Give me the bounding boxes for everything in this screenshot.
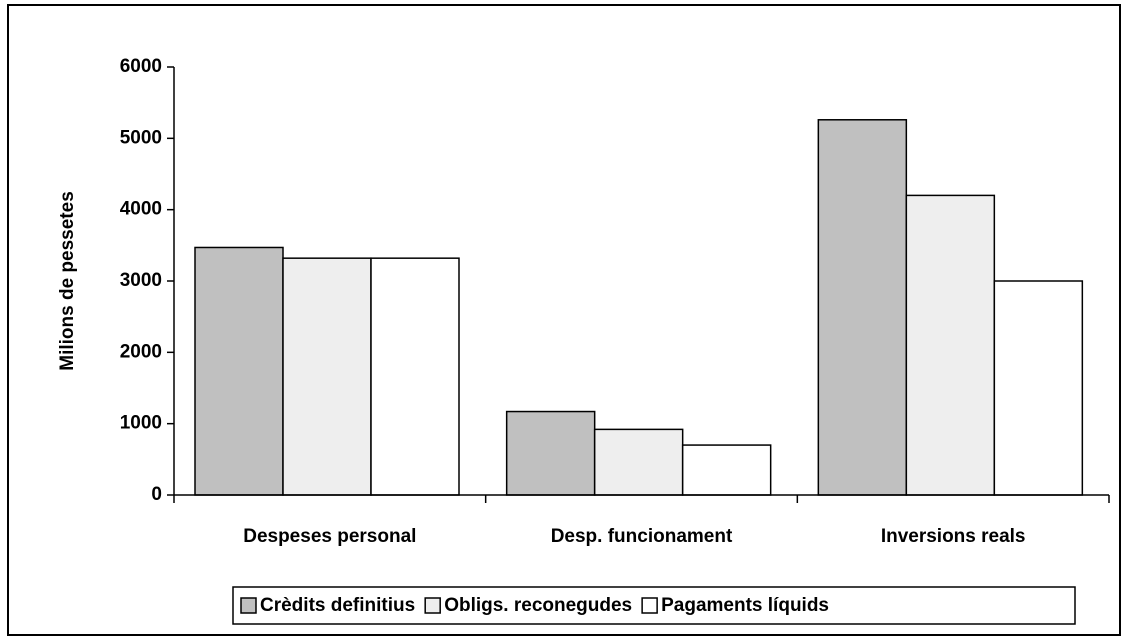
bar — [370, 257, 460, 496]
y-tick-label: 0 — [151, 484, 162, 505]
bar — [505, 410, 596, 496]
y-tick-label: 3000 — [120, 270, 162, 291]
legend-swatch — [240, 597, 257, 614]
y-tick-label: 2000 — [120, 341, 162, 362]
y-tick-label: 5000 — [120, 127, 162, 148]
bar — [905, 194, 996, 496]
bar — [993, 280, 1084, 496]
legend-swatch — [641, 597, 658, 614]
y-tick-label: 1000 — [120, 413, 162, 434]
bar — [681, 444, 772, 496]
y-tick-label: 6000 — [120, 56, 162, 77]
bar — [194, 246, 284, 496]
x-tick-label: Desp. funcionament — [551, 526, 733, 547]
bar — [593, 428, 684, 496]
legend-label: Crèdits definitius — [260, 595, 415, 616]
legend-swatch — [424, 597, 441, 614]
y-tick-label: 4000 — [120, 199, 162, 220]
legend-label: Obligs. reconegudes — [444, 595, 632, 616]
bar — [282, 257, 372, 496]
x-tick-label: Despeses personal — [243, 526, 416, 547]
x-tick-label: Inversions reals — [881, 526, 1026, 547]
legend-label: Pagaments líquids — [661, 595, 829, 616]
bar — [817, 119, 908, 496]
y-axis-title: Milions de pessetes — [57, 191, 78, 371]
